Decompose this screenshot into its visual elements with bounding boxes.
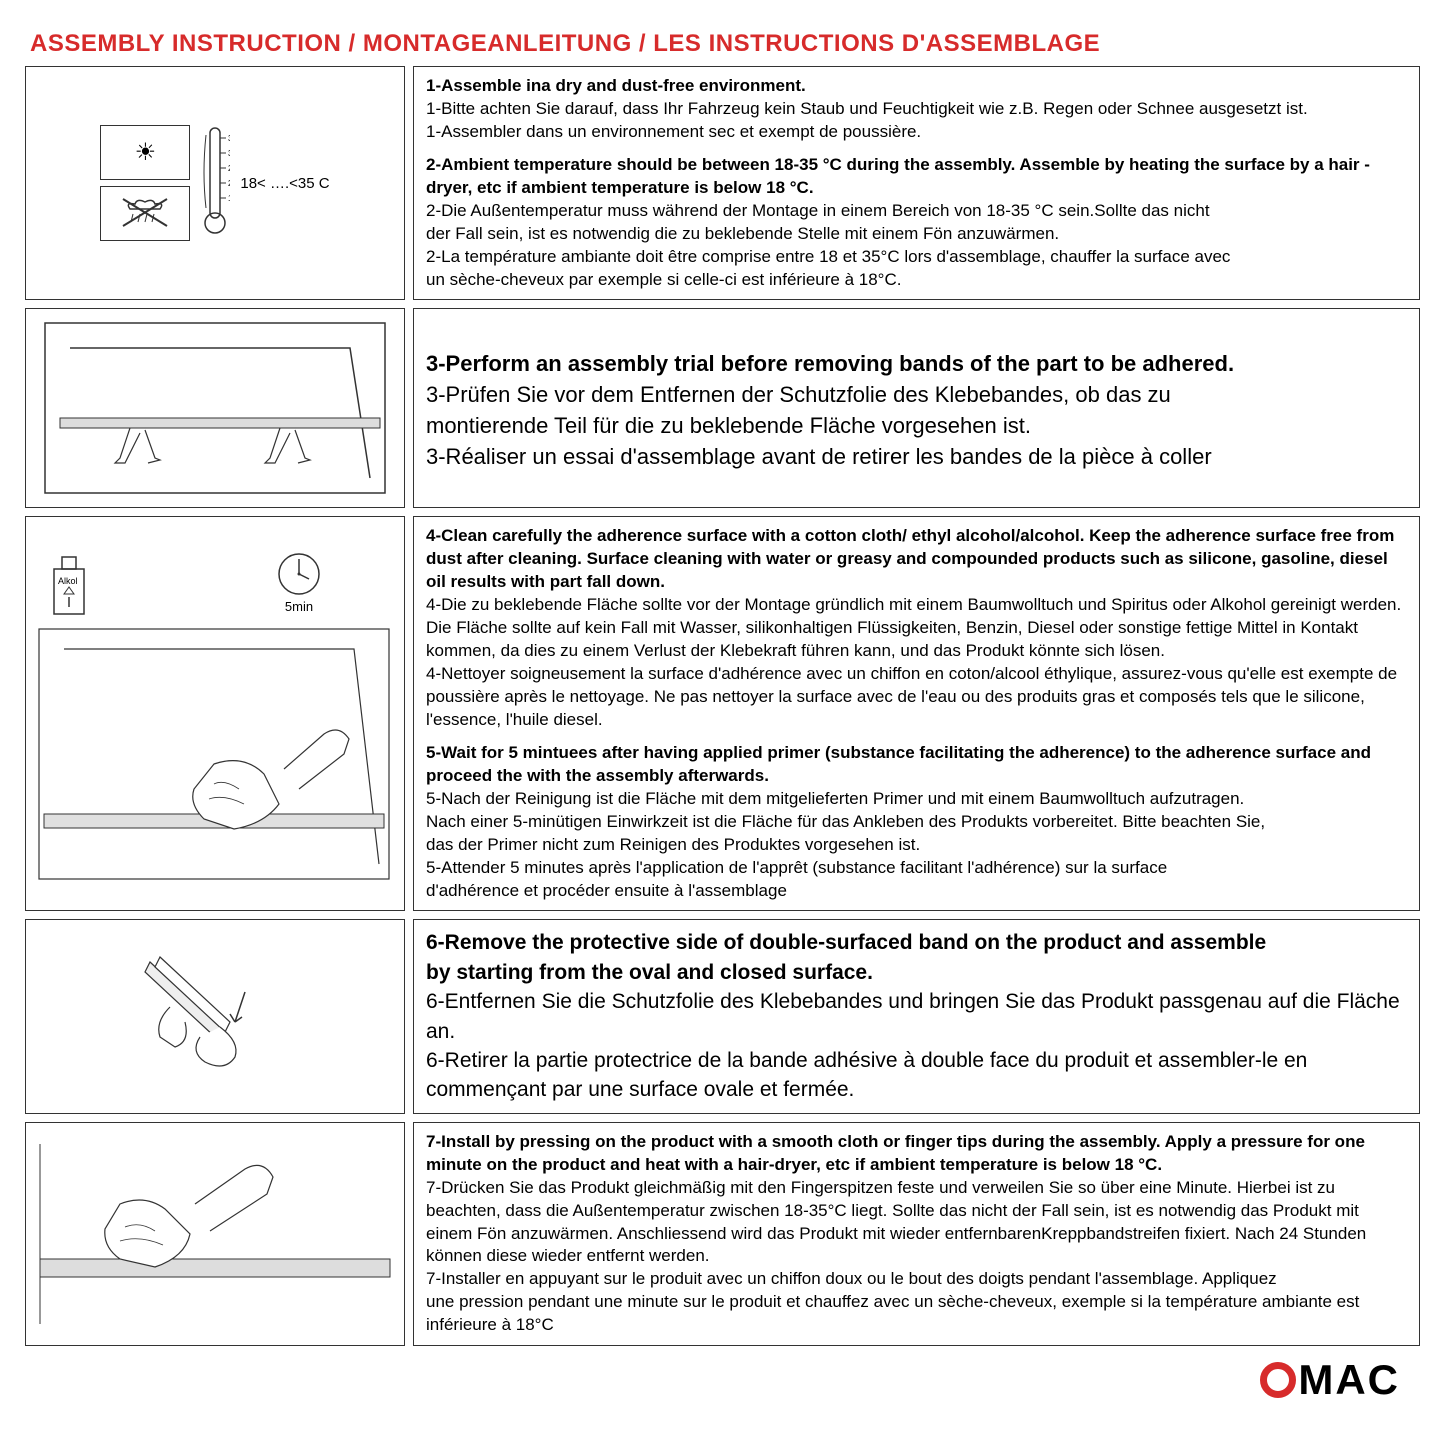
section-5: 7-Install by pressing on the product wit… [25,1122,1420,1346]
document-title: ASSEMBLY INSTRUCTION / MONTAGEANLEITUNG … [25,30,1420,58]
svg-text:30: 30 [228,149,230,158]
svg-text:25: 25 [228,164,230,173]
text-2: 3-Perform an assembly trial before remov… [413,308,1420,508]
brand-logo: MAC [25,1356,1420,1404]
text-5: 7-Install by pressing on the product wit… [413,1122,1420,1346]
section-1: ☀ 35 30 25 [25,66,1420,300]
alcohol-bottle-icon: Alkol [44,549,94,619]
section-2: 3-Perform an assembly trial before remov… [25,308,1420,508]
thermometer-icon: 35 30 25 20 15 [200,123,230,243]
clock-icon: 5min [274,549,324,614]
icon-press-install [25,1122,405,1346]
no-rain-icon [100,186,190,241]
section-4: 6-Remove the protective side of double-s… [25,919,1420,1113]
icon-remove-band [25,919,405,1113]
text-3: 4-Clean carefully the adherence surface … [413,516,1420,911]
icon-temperature: ☀ 35 30 25 [25,66,405,300]
svg-text:20: 20 [228,179,230,188]
section-3: Alkol 5min 4-Clean carefully the adheren… [25,516,1420,911]
text-4: 6-Remove the protective side of double-s… [413,919,1420,1113]
logo-circle-icon [1260,1362,1296,1398]
svg-text:Alkol: Alkol [58,576,78,586]
logo-text: MAC [1298,1356,1400,1404]
temp-range-label: 18< ….<35 C [240,175,329,192]
icon-trial-fit [25,308,405,508]
icon-clean-surface: Alkol 5min [25,516,405,911]
sun-icon: ☀ [100,125,190,180]
cleaning-diagram [34,624,394,884]
text-1: 1-Assemble ina dry and dust-free environ… [413,66,1420,300]
svg-text:15: 15 [228,194,230,203]
svg-text:35: 35 [228,134,230,143]
